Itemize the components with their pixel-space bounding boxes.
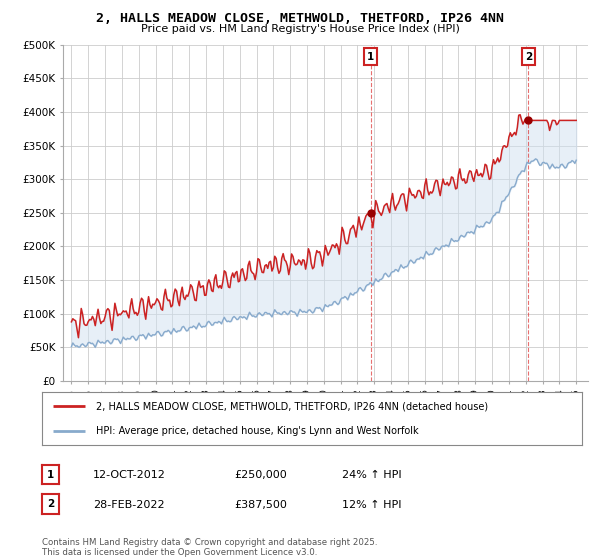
Text: £250,000: £250,000 [234,470,287,480]
Text: 2, HALLS MEADOW CLOSE, METHWOLD, THETFORD, IP26 4NN (detached house): 2, HALLS MEADOW CLOSE, METHWOLD, THETFOR… [96,402,488,412]
Text: Contains HM Land Registry data © Crown copyright and database right 2025.
This d: Contains HM Land Registry data © Crown c… [42,538,377,557]
Text: 2: 2 [525,52,532,62]
Text: 2: 2 [47,500,54,509]
Text: Price paid vs. HM Land Registry's House Price Index (HPI): Price paid vs. HM Land Registry's House … [140,24,460,34]
Text: 28-FEB-2022: 28-FEB-2022 [93,500,164,510]
Text: 1: 1 [47,470,54,479]
Text: 12-OCT-2012: 12-OCT-2012 [93,470,166,480]
Text: 1: 1 [367,52,374,62]
Text: £387,500: £387,500 [234,500,287,510]
Text: HPI: Average price, detached house, King's Lynn and West Norfolk: HPI: Average price, detached house, King… [96,426,419,436]
Text: 2, HALLS MEADOW CLOSE, METHWOLD, THETFORD, IP26 4NN: 2, HALLS MEADOW CLOSE, METHWOLD, THETFOR… [96,12,504,25]
Text: 12% ↑ HPI: 12% ↑ HPI [342,500,401,510]
Text: 24% ↑ HPI: 24% ↑ HPI [342,470,401,480]
